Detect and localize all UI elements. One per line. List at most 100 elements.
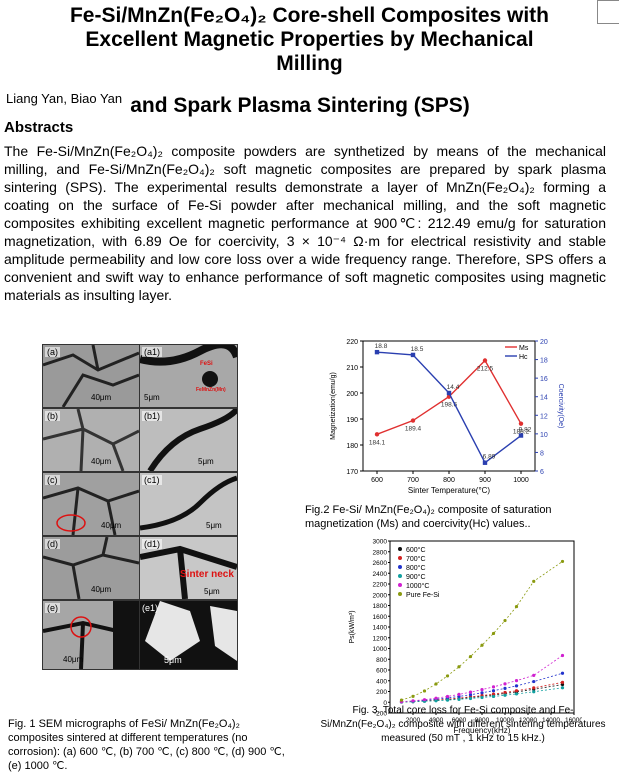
y2-tick-label: 10 <box>540 432 548 439</box>
sem-scale-c1: 5μm <box>206 521 222 530</box>
sem-label-d1: (d1) <box>142 539 163 549</box>
sem-scale-c: 40μm <box>101 521 122 530</box>
sem-texture-e <box>43 601 139 669</box>
sem-panel-e1: (e1) 5μm <box>139 600 238 670</box>
data-label: 18.5 <box>411 346 424 353</box>
y-tick-label: 0 <box>383 700 387 707</box>
data-point <box>468 696 473 701</box>
sem-panel-c1: (c1) 5μm <box>139 472 238 536</box>
data-point <box>491 685 496 689</box>
sem-scale-e1: 5μm <box>164 655 182 665</box>
sem-scale-e: 40μm <box>63 655 84 664</box>
sem-texture-d1 <box>140 545 237 599</box>
sem-label-e: (e) <box>45 603 60 613</box>
y-tick-label: 2800 <box>373 549 388 556</box>
y-tick-label: 2400 <box>373 571 388 578</box>
core-loss-chart: -200 0 200 400 600 800 1000 1200 1400 1600 1800 200… <box>349 539 582 736</box>
legend-label: 700°C <box>406 555 426 563</box>
data-point <box>491 692 496 696</box>
authors: Liang Yan, Biao Yan <box>6 91 123 106</box>
ms-point <box>410 418 416 423</box>
legend-label: 800°C <box>406 564 426 572</box>
data-point <box>560 653 565 658</box>
data-point <box>532 686 536 690</box>
x-axis-label: Frequency(kHz) <box>454 726 511 735</box>
data-point <box>560 559 565 564</box>
y-tick-label: 2000 <box>373 592 388 599</box>
hc-point <box>374 349 380 355</box>
sem-label-b: (b) <box>45 411 60 421</box>
legend-label: Pure Fe-Si <box>406 592 440 599</box>
data-point <box>560 680 565 684</box>
sem-scale-a1: 5μm <box>144 393 160 402</box>
annot-sinter-neck: Sinter neck <box>180 569 234 580</box>
sem-label-d: (d) <box>45 539 60 549</box>
data-point <box>491 631 496 636</box>
y2-tick-label: 18 <box>540 358 548 365</box>
ms-point <box>374 432 380 437</box>
data-point <box>445 698 450 702</box>
y2-tick-label: 6 <box>540 469 544 476</box>
sem-label-c1: (c1) <box>142 475 162 485</box>
data-point <box>503 618 507 623</box>
data-point <box>514 679 519 683</box>
x-tick-label: 600 <box>371 477 383 484</box>
data-point <box>480 688 484 692</box>
data-point <box>457 697 461 701</box>
hc-point <box>410 352 416 358</box>
corner-logo-box <box>597 0 619 24</box>
y-axis-label: Ps(kW/m³) <box>349 610 356 643</box>
x-tick-label: 2000 <box>406 717 421 724</box>
data-label: 184.1 <box>369 439 386 446</box>
paper-title: Fe-Si/MnZn(Fe₂O₄)₂ Core-shell Composites… <box>0 4 619 76</box>
data-point <box>422 698 427 702</box>
sem-label-a1: (a1) <box>142 347 163 357</box>
hc-point <box>446 390 452 396</box>
legend-marker <box>398 592 402 596</box>
data-point <box>503 693 507 697</box>
hc-point <box>518 433 524 438</box>
data-point <box>503 686 507 690</box>
sem-texture-b1 <box>147 409 237 471</box>
y-tick-label: 210 <box>346 365 358 372</box>
y2-tick-label: 8 <box>540 450 544 457</box>
data-point <box>434 696 438 700</box>
ms-hc-chart: 170 180 190 200 210 220 6 8 10 12 14 16 18 20 600 700 80… <box>330 339 564 495</box>
data-point <box>411 699 415 703</box>
sem-label-a: (a) <box>45 347 60 357</box>
y-tick-label: 180 <box>346 443 358 450</box>
y-tick-label: 220 <box>346 339 358 346</box>
y-tick-label: 170 <box>346 469 358 476</box>
legend-marker <box>398 565 402 569</box>
legend-label: 900°C <box>406 573 426 581</box>
fig2-caption: Fig.2 Fe-Si/ MnZn(Fe₂O₄)₂ composite of s… <box>305 504 552 530</box>
sem-texture-e1 <box>145 601 237 661</box>
y-tick-label: 1200 <box>373 635 388 642</box>
data-point <box>468 690 473 694</box>
sem-panel-d1: (d1) Sinter neck 5μm <box>139 536 238 600</box>
legend-label: Hc <box>519 354 528 361</box>
sem-texture-b <box>43 409 139 471</box>
y-tick-label: 190 <box>346 417 358 424</box>
data-label: 18.8 <box>375 343 388 350</box>
data-point <box>445 674 450 678</box>
sem-texture-c <box>43 486 139 535</box>
sem-label-c: (c) <box>45 475 60 485</box>
legend-marker <box>398 547 402 551</box>
y2-tick-label: 12 <box>540 413 548 420</box>
x-tick-label: 800 <box>443 477 455 484</box>
sem-label-e1: (e1) <box>142 603 159 613</box>
ms-point <box>518 421 524 426</box>
y-tick-label: 200 <box>346 391 358 398</box>
sem-panel-a1: (a1) FeSi FeMnZn(Mn) 5μm <box>139 344 238 408</box>
legend-label: 1000°C <box>406 582 429 590</box>
hc-point <box>482 460 488 465</box>
title-line-2: Excellent Magnetic Properties by Mechani… <box>85 28 534 51</box>
legend-label: 600°C <box>406 546 426 554</box>
legend-label: Ms <box>519 345 529 352</box>
sem-texture-a1 <box>140 345 237 387</box>
annot-mnzn: FeMnZn(Mn) <box>196 387 226 393</box>
x-tick-label: 8000 <box>475 717 490 724</box>
y2-tick-label: 20 <box>540 339 548 346</box>
annot-fesi: FeSi <box>200 361 213 367</box>
